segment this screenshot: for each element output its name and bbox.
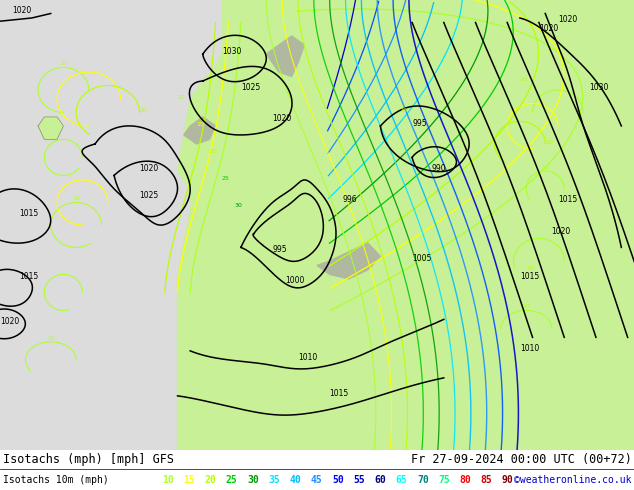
- Text: 60: 60: [375, 475, 386, 486]
- Text: Fr 27-09-2024 00:00 UTC (00+72): Fr 27-09-2024 00:00 UTC (00+72): [411, 453, 631, 466]
- Text: 50: 50: [332, 475, 344, 486]
- Text: 30: 30: [247, 475, 259, 486]
- Text: 1020: 1020: [0, 317, 19, 326]
- Text: 1015: 1015: [558, 196, 577, 204]
- Text: 10: 10: [178, 95, 185, 100]
- Text: 70: 70: [417, 475, 429, 486]
- Text: 20: 20: [205, 475, 216, 486]
- Text: 20: 20: [209, 149, 217, 154]
- Text: 1020: 1020: [558, 16, 577, 24]
- Text: 1010: 1010: [520, 344, 539, 353]
- Text: 55: 55: [353, 475, 365, 486]
- Bar: [222, 0, 634, 450]
- Text: 1005: 1005: [412, 254, 432, 263]
- Text: 85: 85: [481, 475, 493, 486]
- Polygon shape: [266, 36, 304, 76]
- Text: 1015: 1015: [19, 272, 38, 281]
- Text: ©weatheronline.co.uk: ©weatheronline.co.uk: [514, 475, 631, 486]
- Text: 75: 75: [438, 475, 450, 486]
- Text: 30: 30: [235, 203, 242, 208]
- Text: 1020: 1020: [539, 24, 558, 33]
- Text: 20: 20: [139, 108, 147, 114]
- Text: Isotachs (mph) [mph] GFS: Isotachs (mph) [mph] GFS: [3, 453, 174, 466]
- Text: 10: 10: [541, 165, 549, 170]
- Text: 1020: 1020: [552, 227, 571, 236]
- Text: 1000: 1000: [285, 276, 305, 285]
- Text: 20: 20: [399, 108, 407, 114]
- Text: 80: 80: [460, 475, 471, 486]
- Text: 20: 20: [545, 140, 553, 145]
- Text: 1020: 1020: [139, 164, 158, 173]
- Text: 10: 10: [60, 61, 67, 66]
- Text: 995: 995: [273, 245, 287, 254]
- Polygon shape: [178, 0, 634, 450]
- Text: 1010: 1010: [298, 353, 317, 362]
- Text: 25: 25: [226, 475, 238, 486]
- Text: 1015: 1015: [19, 209, 38, 218]
- Text: 10: 10: [47, 336, 55, 341]
- Text: 90: 90: [502, 475, 514, 486]
- Polygon shape: [184, 117, 216, 144]
- Text: 996: 996: [342, 196, 357, 204]
- Text: 25: 25: [222, 176, 230, 181]
- Text: 40: 40: [290, 475, 301, 486]
- Text: 1030: 1030: [222, 47, 242, 56]
- Text: 10: 10: [72, 196, 80, 201]
- Text: Isotachs 10m (mph): Isotachs 10m (mph): [3, 475, 108, 486]
- Text: 35: 35: [268, 475, 280, 486]
- Text: 15: 15: [183, 475, 195, 486]
- Text: 10: 10: [162, 475, 174, 486]
- Text: 995: 995: [412, 119, 427, 128]
- Text: 1015: 1015: [520, 272, 539, 281]
- Text: 1015: 1015: [330, 389, 349, 398]
- Text: 15: 15: [197, 122, 204, 127]
- Text: 65: 65: [396, 475, 408, 486]
- Text: 1025: 1025: [241, 83, 260, 92]
- Text: 20: 20: [520, 77, 527, 82]
- Text: 45: 45: [311, 475, 323, 486]
- Polygon shape: [178, 0, 292, 202]
- Bar: [0, 0, 127, 450]
- Text: 1020: 1020: [13, 6, 32, 16]
- Text: 20: 20: [526, 266, 534, 271]
- Polygon shape: [317, 243, 380, 279]
- Text: 990: 990: [431, 164, 446, 173]
- Polygon shape: [0, 0, 190, 450]
- Text: 1025: 1025: [139, 191, 158, 200]
- Text: 1020: 1020: [273, 115, 292, 123]
- Polygon shape: [38, 117, 63, 140]
- Text: 10: 10: [522, 304, 530, 309]
- Text: 1030: 1030: [590, 83, 609, 92]
